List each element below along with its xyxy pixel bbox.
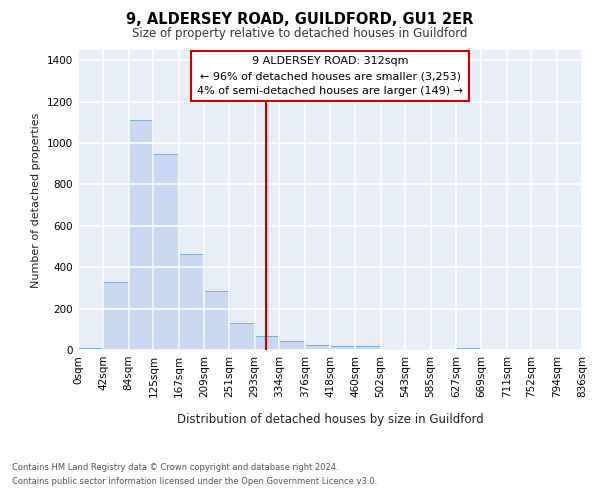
Bar bbox=[280, 340, 305, 350]
Bar bbox=[355, 346, 380, 350]
Text: Contains public sector information licensed under the Open Government Licence v3: Contains public sector information licen… bbox=[12, 476, 377, 486]
Bar bbox=[305, 345, 330, 350]
Bar bbox=[406, 349, 431, 350]
Text: Size of property relative to detached houses in Guildford: Size of property relative to detached ho… bbox=[132, 28, 468, 40]
Bar bbox=[128, 120, 154, 350]
Y-axis label: Number of detached properties: Number of detached properties bbox=[31, 112, 41, 288]
Text: 9, ALDERSEY ROAD, GUILDFORD, GU1 2ER: 9, ALDERSEY ROAD, GUILDFORD, GU1 2ER bbox=[127, 12, 473, 28]
Bar bbox=[254, 336, 280, 350]
Bar bbox=[204, 291, 229, 350]
Bar bbox=[456, 348, 481, 350]
Bar bbox=[330, 346, 355, 350]
Bar bbox=[229, 323, 254, 350]
Bar bbox=[78, 348, 103, 350]
Text: Distribution of detached houses by size in Guildford: Distribution of detached houses by size … bbox=[176, 412, 484, 426]
Bar bbox=[380, 349, 406, 350]
Text: Contains HM Land Registry data © Crown copyright and database right 2024.: Contains HM Land Registry data © Crown c… bbox=[12, 462, 338, 471]
Bar bbox=[154, 154, 179, 350]
Bar bbox=[103, 282, 128, 350]
Text: 9 ALDERSEY ROAD: 312sqm
← 96% of detached houses are smaller (3,253)
4% of semi-: 9 ALDERSEY ROAD: 312sqm ← 96% of detache… bbox=[197, 56, 463, 96]
Bar bbox=[179, 254, 204, 350]
